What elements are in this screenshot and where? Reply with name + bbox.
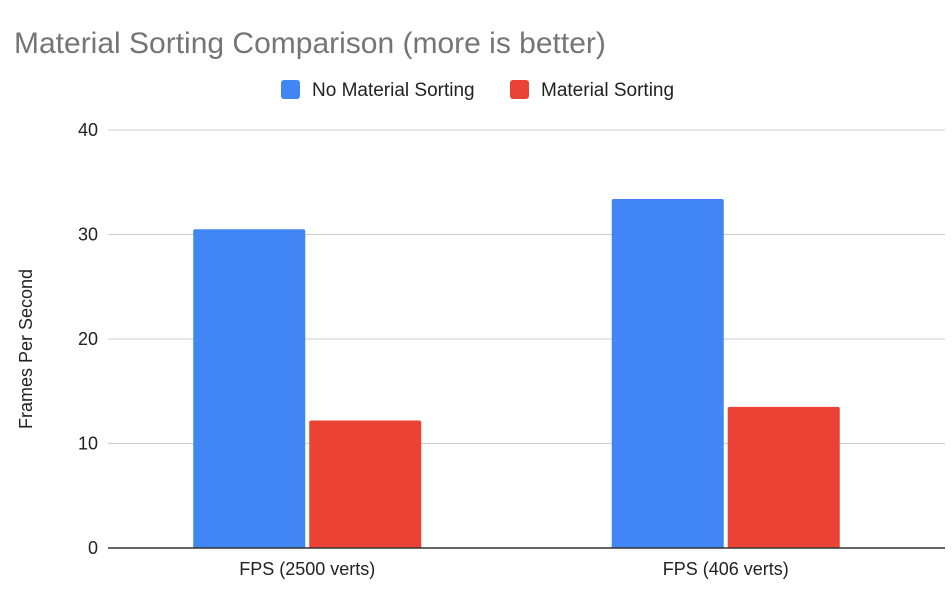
y-tick-label: 40 (78, 120, 98, 140)
bar-no-material-sorting (611, 198, 724, 548)
y-axis-ticks: 0 10 20 30 40 (78, 120, 98, 558)
legend-label: Material Sorting (541, 80, 674, 101)
x-axis-labels: FPS (2500 verts) FPS (406 verts) (239, 559, 789, 579)
bar-material-sorting (309, 420, 422, 548)
bars (193, 198, 840, 548)
y-tick-label: 10 (78, 434, 98, 454)
bar-material-sorting (727, 406, 840, 548)
y-tick-label: 30 (78, 225, 98, 245)
legend-swatch (510, 80, 529, 99)
bar-no-material-sorting (193, 229, 306, 548)
y-axis-label: Frames Per Second (16, 269, 36, 429)
legend-swatch (281, 80, 300, 99)
x-tick-label: FPS (2500 verts) (239, 559, 375, 579)
y-tick-label: 0 (88, 538, 98, 558)
x-tick-label: FPS (406 verts) (663, 559, 789, 579)
y-tick-label: 20 (78, 329, 98, 349)
legend-label: No Material Sorting (312, 80, 475, 101)
legend: No Material Sorting Material Sorting (281, 80, 674, 101)
chart-title: Material Sorting Comparison (more is bet… (14, 27, 606, 60)
